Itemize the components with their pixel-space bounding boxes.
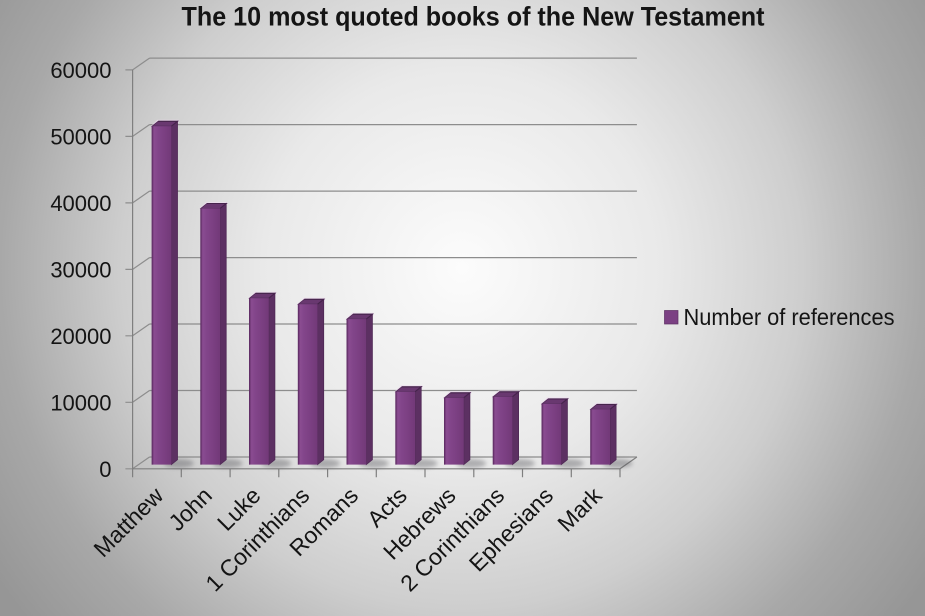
svg-text:10000: 10000 [50, 390, 111, 415]
svg-text:0: 0 [99, 457, 111, 482]
svg-text:40000: 40000 [50, 191, 111, 216]
svg-text:Mark: Mark [552, 482, 607, 537]
svg-text:60000: 60000 [50, 58, 111, 83]
svg-text:The 10 most quoted books of th: The 10 most quoted books of the New Test… [182, 2, 765, 32]
svg-text:John: John [163, 482, 217, 536]
svg-text:20000: 20000 [50, 324, 111, 349]
svg-text:50000: 50000 [50, 124, 111, 149]
svg-text:30000: 30000 [50, 257, 111, 282]
svg-text:Matthew: Matthew [88, 482, 168, 562]
svg-text:Number of references: Number of references [684, 304, 895, 330]
